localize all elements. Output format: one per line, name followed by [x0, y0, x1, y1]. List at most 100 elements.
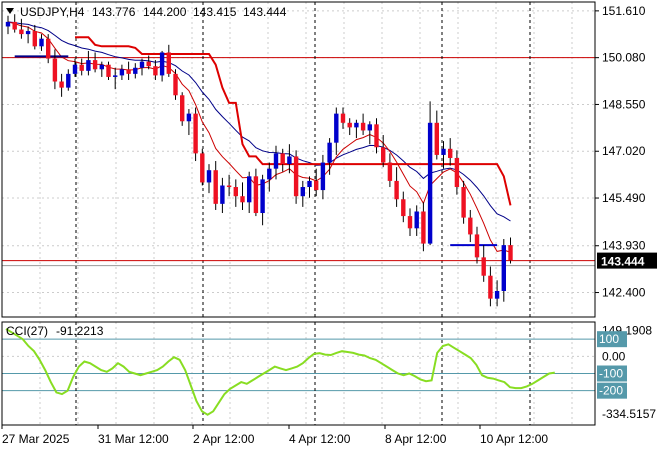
- candle-body: [79, 64, 84, 71]
- candle-body: [360, 122, 366, 131]
- candle-body: [180, 95, 185, 122]
- candle-body: [434, 122, 439, 155]
- cci-tick-label: -100: [599, 367, 623, 381]
- fast-ma-line: [7, 21, 511, 253]
- price-grid: [2, 2, 595, 317]
- candle-body: [300, 187, 305, 197]
- candle-body: [25, 31, 31, 35]
- candle-body: [119, 69, 125, 76]
- candle-body: [173, 73, 178, 96]
- candles-layer: [5, 14, 513, 307]
- candle-body: [441, 148, 446, 155]
- collapse-triangle-icon[interactable]: [6, 8, 14, 14]
- candle-body: [32, 31, 37, 47]
- cci-value: -91.2213: [56, 324, 104, 338]
- candle-body: [367, 124, 372, 131]
- candle-body: [461, 187, 466, 218]
- current-price-box: [597, 252, 657, 269]
- candle-body: [260, 179, 265, 214]
- candle-body: [374, 124, 379, 148]
- candle-body: [193, 113, 198, 154]
- cci-line: [5, 328, 555, 416]
- cci-name: CCI(27): [6, 324, 48, 338]
- close-value: 143.444: [243, 5, 287, 19]
- candle-body: [106, 64, 111, 77]
- candle-body: [474, 234, 480, 258]
- candle-body: [39, 38, 44, 47]
- candle-body: [139, 61, 145, 68]
- candle-body: [126, 69, 131, 74]
- candle-body: [12, 21, 17, 30]
- candle-body: [206, 170, 212, 183]
- cci-tick-label: -200: [599, 384, 623, 398]
- candle-body: [280, 153, 285, 165]
- time-tick-label: 4 Apr 12:00: [289, 432, 351, 446]
- cci-tick-label: 0.00: [602, 349, 626, 363]
- current-price-label: 143.444: [601, 255, 645, 269]
- candle-body: [501, 245, 506, 292]
- candle-body: [200, 153, 205, 183]
- candle-body: [494, 291, 500, 299]
- candle-body: [448, 148, 453, 158]
- low-value: 143.415: [193, 5, 237, 19]
- candle-body: [92, 60, 98, 70]
- candle-body: [421, 211, 426, 244]
- price-tick-label: 145.490: [602, 191, 646, 205]
- candle-body: [407, 216, 413, 229]
- candle-body: [159, 52, 165, 76]
- price-tick-label: 147.020: [602, 144, 646, 158]
- candle-body: [427, 122, 433, 244]
- candle-body: [293, 156, 299, 197]
- candle-body: [52, 58, 58, 82]
- chart-header: USDJPY,H4 143.776 144.200 143.415 143.44…: [6, 5, 287, 19]
- symbol-label: USDJPY,H4: [20, 5, 85, 19]
- candle-body: [481, 257, 486, 276]
- price-axis: 151.610 150.080 148.550 147.020 145.490 143.9…: [595, 4, 657, 300]
- high-value: 144.200: [143, 5, 187, 19]
- candle-body: [253, 176, 259, 214]
- candle-body: [267, 168, 272, 180]
- candle-body: [354, 122, 359, 128]
- candle-body: [233, 187, 238, 197]
- candle-body: [394, 180, 399, 200]
- candle-body: [387, 162, 393, 181]
- time-tick-label: 31 Mar 12:00: [98, 432, 169, 446]
- price-tick-label: 148.550: [602, 97, 646, 111]
- candle-body: [133, 67, 138, 74]
- candle-body: [226, 185, 232, 188]
- candle-body: [287, 156, 292, 165]
- candle-body: [46, 38, 51, 59]
- candle-body: [99, 64, 104, 70]
- candle-body: [247, 176, 252, 203]
- candle-body: [381, 147, 386, 163]
- cci-level-box: [597, 331, 627, 348]
- candle-body: [72, 64, 78, 74]
- candle-body: [334, 113, 339, 143]
- candle-body: [86, 60, 91, 71]
- candle-body: [220, 185, 225, 204]
- cci-level-box: [597, 382, 627, 399]
- candle-body: [347, 122, 352, 128]
- cci-grid: [2, 322, 595, 425]
- candle-body: [186, 113, 192, 122]
- candle-body: [468, 217, 473, 235]
- candle-body: [273, 153, 279, 169]
- time-tick-label: 10 Apr 12:00: [480, 432, 548, 446]
- time-axis: 27 Mar 2025 31 Mar 12:00 2 Apr 12:00 4 Apr …: [1, 425, 548, 446]
- candle-body: [314, 180, 319, 191]
- candle-body: [327, 142, 332, 163]
- candle-body: [113, 75, 118, 77]
- cci-header: CCI(27) -91.2213: [6, 324, 104, 338]
- price-tick-label: 143.930: [602, 239, 646, 253]
- price-tick-label: 150.080: [602, 51, 646, 65]
- candle-body: [307, 180, 312, 188]
- candle-body: [66, 73, 71, 88]
- price-panel-frame: [1, 1, 596, 318]
- cci-tick-label: -334.5157: [602, 407, 656, 421]
- open-value: 143.776: [92, 5, 136, 19]
- candle-body: [340, 113, 346, 123]
- candle-body: [19, 29, 24, 35]
- cci-tick-label: 100: [599, 332, 619, 346]
